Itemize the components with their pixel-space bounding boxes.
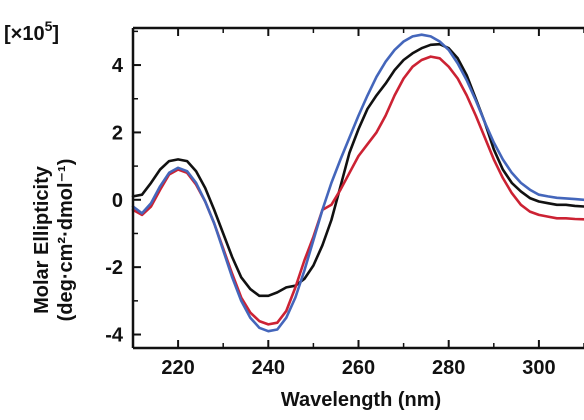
x-tick-label: 260: [342, 357, 375, 379]
y-axis-title: Molar Ellipticity: [31, 165, 53, 314]
y-tick-label: 0: [112, 190, 123, 212]
series-line-1: [131, 42, 584, 298]
y-tick-label: 2: [112, 122, 123, 144]
x-tick-label: 280: [432, 357, 465, 379]
series-line-3: [131, 33, 584, 333]
y-tick-label: -2: [105, 257, 123, 279]
y-multiplier-base: [×10: [4, 23, 45, 45]
y-axis-units: (deg·cm²·dmol⁻¹): [55, 159, 77, 322]
y-tick-label: 4: [112, 55, 124, 77]
y-multiplier-exponent: 5: [45, 18, 53, 34]
x-axis-title: Wavelength (nm): [281, 389, 441, 411]
x-tick-label: 240: [252, 357, 285, 379]
y-tick-label: -4: [105, 325, 124, 347]
y-multiplier-close: ]: [52, 23, 59, 45]
svg-text:[×105]: [×105]: [4, 18, 59, 45]
x-tick-label: 300: [522, 357, 555, 379]
plot-area: 220 240 260 280 300 -4 -2 0 2 4: [105, 26, 584, 379]
y-axis-title-group: Molar Ellipticity (deg·cm²·dmol⁻¹): [31, 159, 77, 322]
x-tick-label: 220: [161, 357, 194, 379]
y-multiplier-label: [×105]: [4, 18, 59, 45]
